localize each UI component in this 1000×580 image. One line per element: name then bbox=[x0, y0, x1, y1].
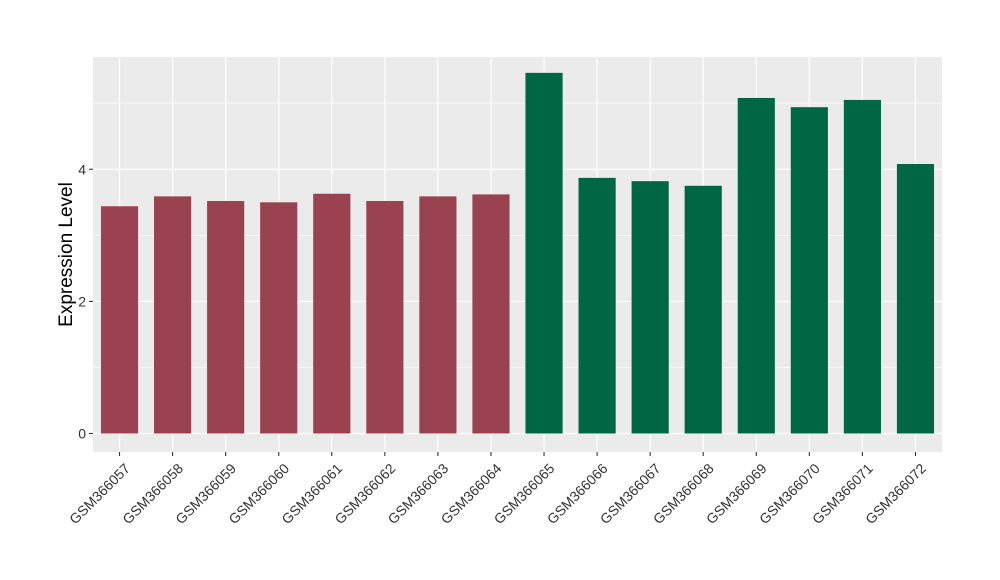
bar-gsm366059 bbox=[207, 200, 245, 434]
bar-gsm366060 bbox=[260, 202, 298, 434]
y-axis: 0 2 4 bbox=[78, 161, 93, 442]
bar-gsm366071 bbox=[843, 99, 881, 434]
bar-gsm366058 bbox=[154, 196, 192, 434]
bar-gsm366072 bbox=[896, 164, 935, 434]
bar-gsm366066 bbox=[578, 177, 616, 434]
bar-gsm366063 bbox=[419, 196, 457, 434]
y-tick-label: 0 bbox=[78, 426, 86, 442]
x-axis: GSM366057GSM366058GSM366059GSM366060GSM3… bbox=[66, 452, 929, 527]
bar-gsm366070 bbox=[790, 107, 828, 434]
y-axis-title: Expression Level bbox=[56, 182, 77, 327]
bar-gsm366057 bbox=[100, 206, 139, 434]
bar-gsm366064 bbox=[472, 194, 510, 434]
bar-gsm366068 bbox=[684, 185, 722, 434]
bars bbox=[100, 72, 935, 434]
bar-gsm366067 bbox=[631, 181, 669, 434]
bar-gsm366065 bbox=[525, 72, 563, 434]
y-tick-label: 2 bbox=[78, 293, 86, 309]
bar-gsm366069 bbox=[737, 97, 775, 434]
bar-gsm366062 bbox=[366, 200, 404, 434]
y-tick-label: 4 bbox=[78, 161, 86, 177]
bar-gsm366061 bbox=[313, 193, 351, 434]
